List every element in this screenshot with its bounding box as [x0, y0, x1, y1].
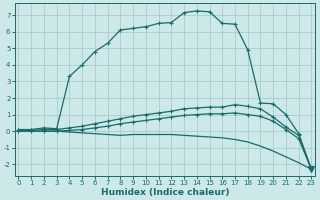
- X-axis label: Humidex (Indice chaleur): Humidex (Indice chaleur): [101, 188, 229, 197]
